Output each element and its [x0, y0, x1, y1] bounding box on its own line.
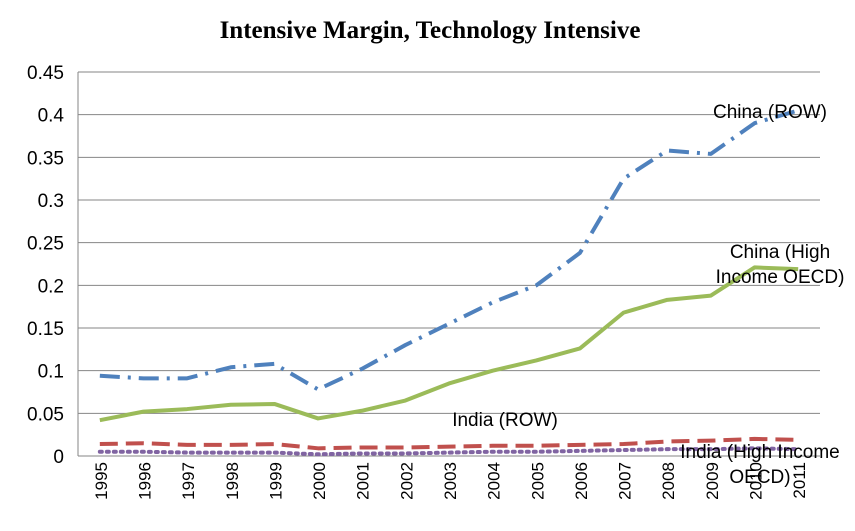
y-tick-label: 0.05 [27, 404, 64, 425]
x-tick-label: 1998 [223, 462, 242, 500]
x-tick-label: 1999 [266, 462, 285, 500]
x-tick-label: 1995 [92, 462, 111, 500]
series-label: China (High Income OECD) [715, 242, 845, 288]
x-tick-label: 2008 [659, 462, 678, 500]
series-label: India (High Income OECD) [680, 442, 840, 488]
y-tick-label: 0.15 [27, 319, 64, 340]
y-tick-label: 0 [53, 447, 64, 468]
x-tick-label: 2003 [441, 462, 460, 500]
y-tick-label: 0.35 [27, 148, 64, 169]
x-tick-label: 1997 [179, 462, 198, 500]
series-label: India (ROW) [452, 410, 558, 431]
x-tick-label: 2010 [747, 462, 766, 500]
y-tick-label: 0.3 [38, 191, 64, 212]
x-tick-label: 2007 [616, 462, 635, 500]
series-line [99, 436, 799, 451]
x-tick-label: 2004 [485, 462, 504, 500]
x-tick-label: 2011 [790, 462, 809, 499]
x-tick-label: 1996 [135, 462, 154, 500]
y-tick-label: 0.4 [38, 106, 65, 127]
x-tick-label: 2000 [310, 462, 329, 500]
x-tick-label: 2002 [397, 462, 416, 500]
series-label: China (ROW) [712, 102, 827, 123]
series-line [99, 265, 799, 423]
y-tick-label: 0.2 [38, 276, 64, 297]
series-line [97, 446, 801, 457]
y-tick-label: 0.1 [38, 362, 64, 383]
x-tick-label: 2001 [354, 462, 373, 500]
x-tick-label: 2005 [528, 462, 547, 500]
x-tick-label: 2009 [703, 462, 722, 500]
series-line [99, 108, 799, 392]
y-tick-label: 0.25 [27, 234, 64, 255]
chart-title: Intensive Margin, Technology Intensive [220, 17, 641, 44]
x-tick-label: 2006 [572, 462, 591, 500]
y-tick-label: 0.45 [27, 63, 64, 84]
